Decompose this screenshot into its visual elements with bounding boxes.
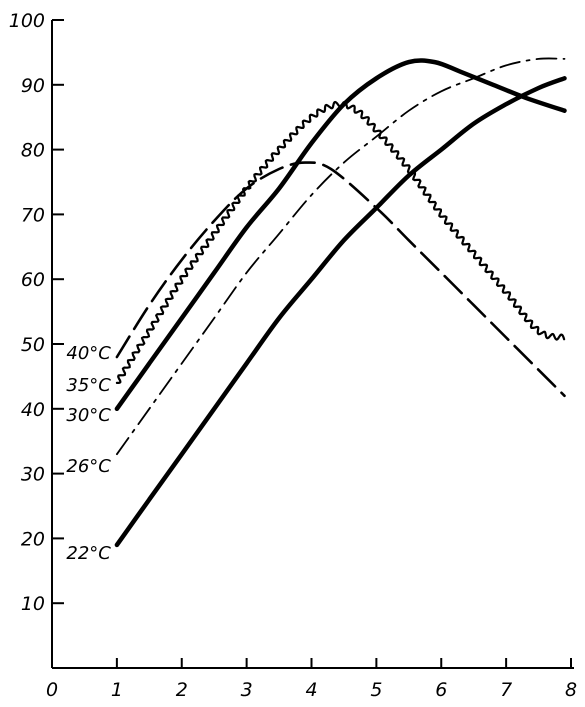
series-layer: [114, 57, 567, 548]
x-tick-label-2: 2: [176, 679, 188, 701]
y-tick-label-30: 30: [21, 464, 45, 486]
ticks: 10 20 30 40 50 60 70 80 90 100 0 1 2 3 4 5 6 7 8: [9, 10, 577, 701]
series-line-5: [114, 76, 567, 548]
x-tick-label-6: 6: [435, 679, 447, 701]
x-tick-label-4: 4: [305, 679, 317, 701]
y-tick-label-60: 60: [21, 269, 45, 291]
series-line-1: [115, 161, 566, 398]
y-tick-label-80: 80: [21, 140, 45, 162]
x-tick-label-0: 0: [46, 679, 58, 701]
y-tick-label-40: 40: [21, 399, 45, 421]
series-line-4: [116, 57, 566, 456]
x-tick-label-3: 3: [241, 679, 253, 701]
y-tick-label-100: 100: [9, 10, 45, 32]
series-label-1: 40°C: [66, 343, 111, 364]
x-tick-label-1: 1: [111, 679, 123, 701]
series-label-2: 35°C: [66, 375, 111, 396]
y-tick-label-10: 10: [21, 593, 45, 615]
x-tick-label-5: 5: [370, 679, 382, 701]
y-tick-label-20: 20: [21, 528, 45, 550]
x-tick-label-8: 8: [565, 679, 577, 701]
series-label-5: 22°C: [66, 543, 111, 564]
series-line-3: [114, 58, 567, 412]
series-line-2: [115, 100, 566, 384]
y-tick-label-50: 50: [21, 334, 45, 356]
x-tick-label-7: 7: [500, 679, 512, 701]
series-label-4: 26°C: [66, 456, 111, 477]
y-tick-label-70: 70: [21, 204, 45, 226]
series-label-3: 30°C: [66, 405, 111, 426]
y-tick-label-90: 90: [21, 75, 45, 97]
axes: [51, 20, 574, 669]
series-labels: 40°C 35°C 30°C 26°C 22°C: [66, 343, 111, 564]
